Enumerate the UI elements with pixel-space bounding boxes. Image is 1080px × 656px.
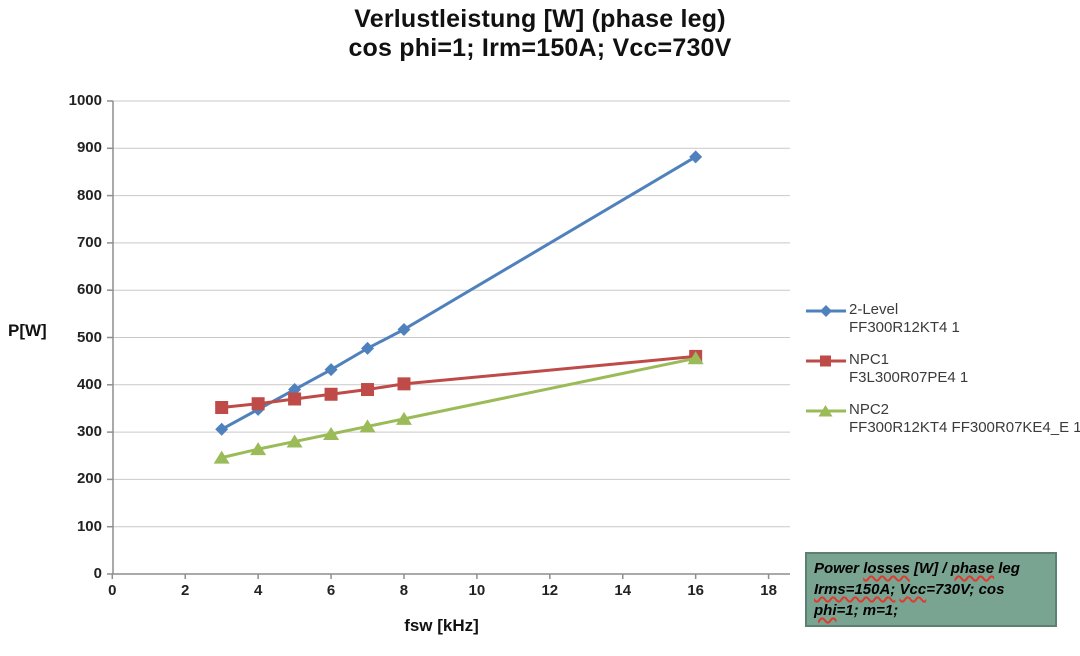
legend-label-npc2: NPC2 <box>849 401 890 418</box>
data-point-triangle <box>213 450 230 464</box>
data-point-square <box>215 401 229 415</box>
y-tick-label: 1000 <box>68 92 102 109</box>
legend-marker-npc2-triangle-icon <box>806 405 846 417</box>
y-tick-label: 0 <box>93 565 102 582</box>
data-point-diamond <box>361 341 375 355</box>
legend-label-2level: 2-Level <box>849 301 899 318</box>
callout-line2: Irms=150A; Vcc=730V; cos <box>814 581 1005 598</box>
y-tick-label: 400 <box>76 375 102 393</box>
x-tick-label: 14 <box>614 582 632 599</box>
data-point-triangle <box>250 442 267 456</box>
chart-title: Verlustleistung [W] (phase leg) cos phi=… <box>0 5 1080 63</box>
chart-title-line1: Verlustleistung [W] (phase leg) <box>354 5 726 33</box>
legend-entry-2level: 2-Level FF300R12KT4 1 <box>806 301 960 337</box>
y-tick-label: 500 <box>76 328 102 346</box>
x-tick-label: 18 <box>760 582 777 599</box>
x-tick-label: 4 <box>253 582 263 599</box>
legend-label-npc1: NPC1 <box>849 351 890 368</box>
x-tick-label: 2 <box>181 582 190 599</box>
data-point-triangle <box>323 426 340 440</box>
x-tick-label: 12 <box>541 582 559 599</box>
x-tick-label: 0 <box>108 582 117 599</box>
data-point-diamond <box>324 363 338 377</box>
data-point-triangle <box>286 434 303 448</box>
legend-sublabel-2level: FF300R12KT4 1 <box>849 319 960 336</box>
y-tick-label: 100 <box>76 517 102 535</box>
y-tick-label: 800 <box>76 186 102 204</box>
callout-line3: phi=1; m=1; <box>814 602 899 619</box>
y-axis-title: P[W] <box>8 321 47 340</box>
data-point-triangle <box>395 411 412 425</box>
x-tick-label: 8 <box>399 582 409 599</box>
data-point-square <box>288 392 302 406</box>
legend-entry-npc2: NPC2 FF300R12KT4 FF300R07KE4_E 1 <box>806 401 1080 437</box>
data-point-diamond <box>215 422 229 436</box>
y-tick-label: 700 <box>76 233 102 251</box>
y-tick-label: 300 <box>76 423 102 441</box>
callout-box: Power losses [W] / phase leg Irms=150A; … <box>805 552 1057 627</box>
data-point-triangle <box>687 351 704 365</box>
data-point-square <box>397 377 411 391</box>
data-point-diamond <box>397 322 411 336</box>
legend-marker-npc1-square-icon <box>806 355 846 367</box>
x-axis-title: fsw [kHz] <box>404 616 479 635</box>
legend-sublabel-npc2: FF300R12KT4 FF300R07KE4_E 1 <box>849 419 1080 436</box>
y-tick-label: 900 <box>76 139 102 157</box>
data-point-triangle <box>359 419 376 433</box>
data-point-square <box>251 397 265 411</box>
chart-title-line2: cos phi=1; Irm=150A; Vcc=730V <box>348 34 732 62</box>
legend-marker-2level-diamond-icon <box>806 305 846 317</box>
legend-sublabel-npc1: F3L300R07PE4 1 <box>849 369 969 386</box>
x-tick-label: 6 <box>326 582 336 599</box>
legend-entry-npc1: NPC1 F3L300R07PE4 1 <box>806 351 968 387</box>
x-tick-label: 10 <box>468 582 486 599</box>
data-point-square <box>361 383 375 397</box>
y-tick-label: 600 <box>76 281 102 299</box>
y-tick-label: 200 <box>76 470 102 488</box>
data-point-diamond <box>689 150 703 164</box>
x-tick-label: 16 <box>687 582 704 599</box>
data-point-square <box>324 387 338 401</box>
callout-line1: Power losses [W] / phase leg <box>814 560 1020 577</box>
